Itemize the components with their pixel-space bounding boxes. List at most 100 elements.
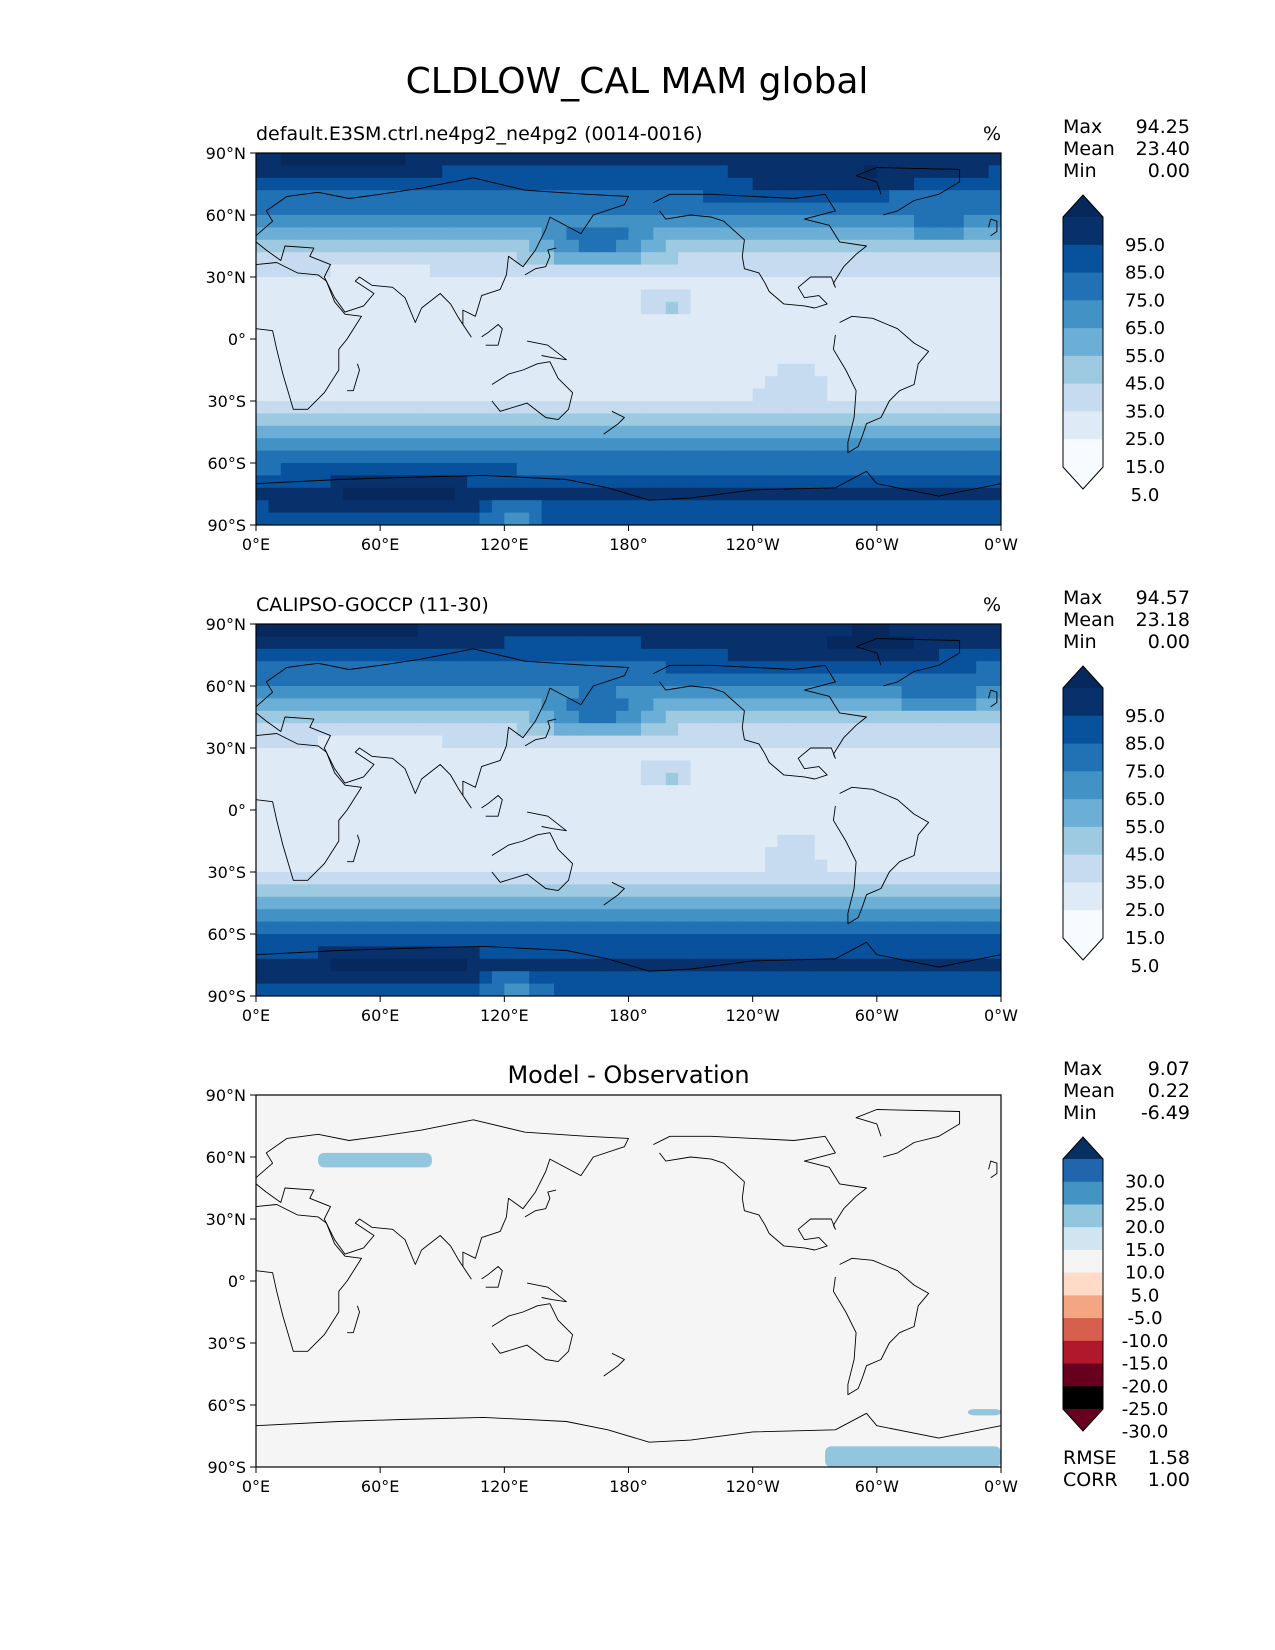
field-cell bbox=[789, 264, 803, 278]
field-cell bbox=[330, 363, 344, 377]
field-cell bbox=[876, 339, 890, 352]
field-cell bbox=[268, 661, 282, 675]
field-cell bbox=[305, 810, 319, 823]
field-cell bbox=[392, 797, 406, 811]
field-cell bbox=[578, 239, 592, 253]
field-cell bbox=[578, 487, 592, 501]
field-cell bbox=[318, 252, 332, 266]
field-cell bbox=[342, 425, 356, 439]
field-cell bbox=[864, 847, 878, 861]
field-cell bbox=[876, 165, 890, 179]
field-cell bbox=[405, 884, 419, 898]
field-cell bbox=[305, 450, 319, 464]
field-cell bbox=[467, 760, 481, 774]
field-cell bbox=[690, 413, 704, 427]
field-cell bbox=[541, 934, 555, 947]
field-cell bbox=[653, 326, 667, 340]
field-cell bbox=[951, 413, 965, 427]
field-cell bbox=[566, 401, 580, 414]
field-cell bbox=[504, 363, 518, 377]
field-cell bbox=[678, 438, 692, 452]
field-cell bbox=[963, 487, 977, 501]
field-cell bbox=[442, 921, 456, 935]
field-cell bbox=[429, 797, 443, 811]
field-cell bbox=[491, 847, 505, 861]
field-cell bbox=[355, 785, 369, 799]
field-cell bbox=[926, 301, 940, 315]
field-cell bbox=[591, 252, 605, 266]
field-cell bbox=[616, 760, 630, 774]
field-cell bbox=[318, 698, 332, 712]
field-cell bbox=[355, 252, 369, 266]
field-cell bbox=[467, 971, 481, 985]
field-cell bbox=[479, 425, 493, 439]
field-cell bbox=[318, 797, 332, 811]
field-cell bbox=[839, 463, 853, 476]
field-cell bbox=[504, 425, 518, 439]
field-cell bbox=[640, 339, 654, 352]
field-cell bbox=[504, 710, 518, 724]
field-cell bbox=[305, 363, 319, 377]
field-cell bbox=[442, 351, 456, 365]
field-cell bbox=[280, 500, 294, 514]
field-cell bbox=[616, 500, 630, 514]
field-cell bbox=[889, 301, 903, 315]
field-cell bbox=[703, 748, 717, 761]
field-cell bbox=[653, 785, 667, 799]
field-cell bbox=[491, 376, 505, 390]
field-cell bbox=[616, 673, 630, 687]
field-cell bbox=[777, 872, 791, 885]
field-cell bbox=[814, 946, 828, 960]
field-cell bbox=[864, 376, 878, 390]
coastline bbox=[603, 1352, 625, 1377]
field-cell bbox=[566, 797, 580, 811]
field-cell bbox=[988, 983, 1001, 996]
field-cell bbox=[703, 512, 717, 525]
field-cell bbox=[777, 884, 791, 898]
field-cell bbox=[467, 698, 481, 712]
field-cell bbox=[727, 946, 741, 960]
field-cell bbox=[901, 710, 915, 724]
field-cell bbox=[479, 239, 493, 253]
field-cell bbox=[727, 748, 741, 761]
field-cell bbox=[405, 971, 419, 985]
field-cell bbox=[603, 227, 617, 241]
field-cell bbox=[653, 946, 667, 960]
x-tick-label: 60°W bbox=[855, 535, 899, 554]
field-cell bbox=[653, 227, 667, 241]
field-cell bbox=[454, 735, 468, 749]
field-cell bbox=[491, 388, 505, 402]
field-cell bbox=[591, 438, 605, 452]
field-cell bbox=[504, 463, 518, 476]
field-cell bbox=[914, 748, 928, 761]
field-cell bbox=[268, 252, 282, 266]
field-cell bbox=[554, 983, 568, 996]
field-cell bbox=[914, 438, 928, 452]
field-cell bbox=[802, 822, 816, 836]
field-cell bbox=[479, 673, 493, 687]
field-cell bbox=[976, 710, 990, 724]
field-cell bbox=[938, 512, 952, 525]
field-cell bbox=[876, 909, 890, 923]
field-cell bbox=[876, 450, 890, 464]
field-cell bbox=[318, 785, 332, 799]
field-cell bbox=[429, 748, 443, 761]
field-cell bbox=[256, 648, 270, 662]
field-cell bbox=[727, 277, 741, 290]
field-cell bbox=[516, 413, 530, 427]
coastline bbox=[256, 1412, 1001, 1443]
field-cell bbox=[392, 215, 406, 228]
field-cell bbox=[330, 934, 344, 947]
field-cell bbox=[516, 215, 530, 228]
field-cell bbox=[516, 673, 530, 687]
field-cell bbox=[256, 339, 270, 352]
field-cell bbox=[852, 686, 866, 699]
field-cell bbox=[380, 983, 394, 996]
field-cell bbox=[566, 909, 580, 923]
field-cell bbox=[330, 958, 344, 972]
field-cell bbox=[938, 351, 952, 365]
field-cell bbox=[330, 326, 344, 340]
field-cell bbox=[963, 413, 977, 427]
field-cell bbox=[876, 686, 890, 699]
field-cell bbox=[429, 834, 443, 848]
